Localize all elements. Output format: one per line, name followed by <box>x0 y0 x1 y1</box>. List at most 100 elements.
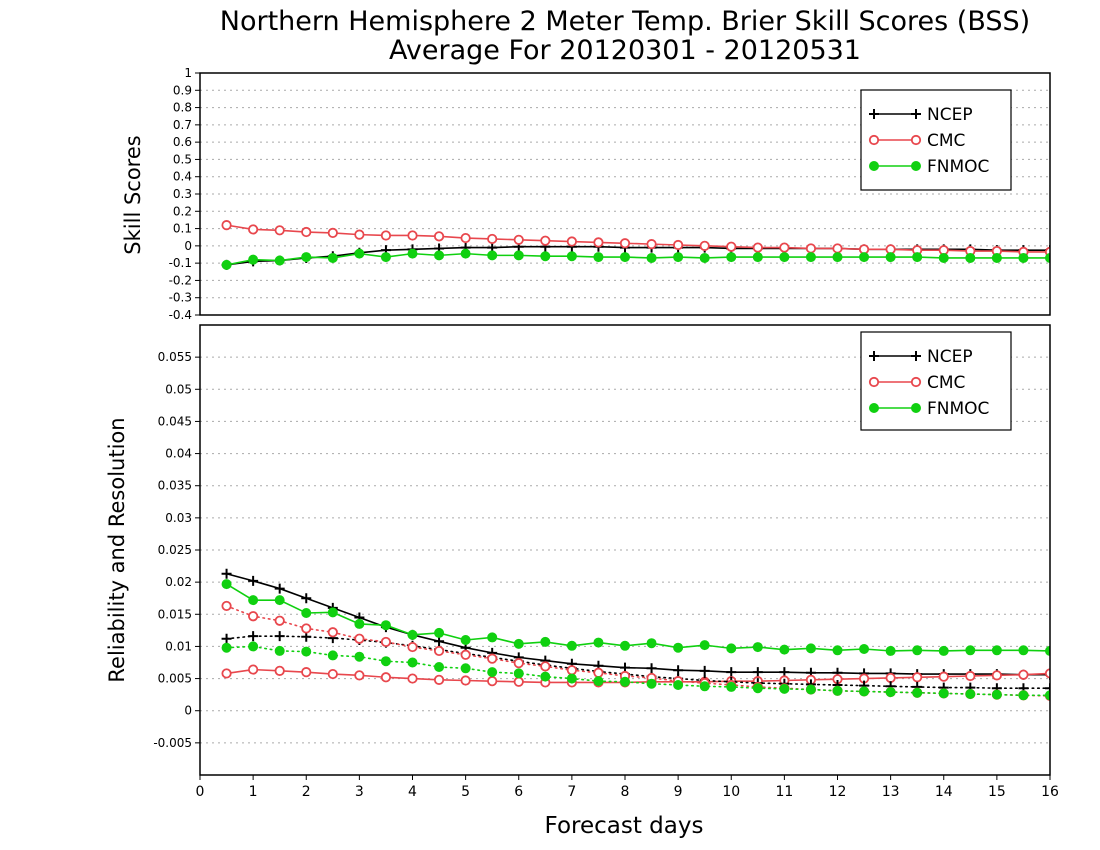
point-cmc-dotted-12 <box>540 661 551 672</box>
point-fnmoc-solid-6 <box>380 252 391 263</box>
point-cmc-solid-16 <box>646 239 657 250</box>
point-fnmoc-solid-22 <box>805 252 816 263</box>
point-fnmoc-dotted-5 <box>354 651 365 662</box>
point-fnmoc-solid-14 <box>593 252 604 263</box>
point-cmc-solid-7 <box>407 230 418 241</box>
point-ncep-solid-3 <box>301 593 312 604</box>
point-fnmoc-solid-16 <box>646 638 657 649</box>
forecast-day-x-ticks: 0 1 2 3 4 5 6 7 8 9 10 11 12 13 14 15 16 <box>196 775 1059 800</box>
point-cmc-solid-1 <box>248 664 259 675</box>
point-fnmoc-dotted-23 <box>832 685 843 696</box>
point-fnmoc-solid-21 <box>779 252 790 263</box>
point-fnmoc-solid-24 <box>859 644 870 654</box>
x-tick-label: 9 <box>674 784 683 800</box>
chart-title: Northern Hemisphere 2 Meter Temp. Brier … <box>220 6 1030 37</box>
point-cmc-solid-2 <box>274 225 285 236</box>
point-fnmoc-dotted-25 <box>885 687 896 698</box>
legend-label-fnmoc: FNMOC <box>927 399 989 419</box>
point-fnmoc-solid-9 <box>460 635 471 645</box>
series-cmc-solid <box>221 220 1050 258</box>
point-cmc-solid-21 <box>779 242 790 253</box>
point-fnmoc-dotted-18 <box>699 681 710 692</box>
x-tick-label: 4 <box>408 784 417 800</box>
legend-marker-cmc-end <box>910 134 922 146</box>
legend-marker-cmc-end <box>910 376 922 388</box>
point-cmc-dotted-14 <box>593 667 604 678</box>
point-fnmoc-dotted-14 <box>593 676 604 687</box>
legend-marker-ncep-start <box>869 109 879 119</box>
reliability-series <box>221 568 1050 702</box>
point-fnmoc-solid-7 <box>407 629 418 640</box>
y-tick-label: 0.055 <box>158 350 192 364</box>
point-fnmoc-dotted-21 <box>779 683 790 694</box>
point-fnmoc-solid-8 <box>434 627 445 638</box>
point-fnmoc-dotted-17 <box>673 680 684 690</box>
point-fnmoc-solid-17 <box>673 642 684 653</box>
point-cmc-solid-30 <box>1018 669 1029 680</box>
y-tick-label: 0.6 <box>173 135 192 149</box>
point-fnmoc-dotted-16 <box>646 678 657 689</box>
point-cmc-dotted-6 <box>380 636 392 648</box>
legend-label-ncep: NCEP <box>927 347 973 367</box>
point-fnmoc-solid-29 <box>991 645 1002 656</box>
y-tick-label: 0.01 <box>165 639 192 653</box>
reliability-y-axis-label: Reliability and Resolution <box>105 417 129 682</box>
point-fnmoc-solid-13 <box>566 640 577 651</box>
x-tick-label: 1 <box>249 784 258 800</box>
point-cmc-dotted-1 <box>248 611 259 622</box>
point-fnmoc-dotted-29 <box>991 689 1002 700</box>
point-ncep-solid-1 <box>248 575 259 586</box>
point-cmc-solid-8 <box>433 231 445 242</box>
y-tick-label: -0.2 <box>169 273 192 287</box>
point-fnmoc-dotted-3 <box>301 646 312 657</box>
point-fnmoc-solid-23 <box>832 252 843 263</box>
point-cmc-solid-18 <box>699 240 710 251</box>
point-fnmoc-solid-25 <box>885 645 896 656</box>
point-cmc-dotted-5 <box>354 633 365 644</box>
point-ncep-solid-8 <box>434 636 445 647</box>
x-tick-label: 15 <box>988 784 1006 800</box>
point-fnmoc-solid-12 <box>540 636 551 647</box>
point-fnmoc-solid-3 <box>301 608 312 618</box>
y-tick-label: 0 <box>184 704 192 718</box>
y-tick-label: 0.03 <box>165 511 192 525</box>
point-fnmoc-solid-31 <box>1045 645 1050 656</box>
point-fnmoc-solid-5 <box>354 248 365 259</box>
y-tick-label: -0.005 <box>153 736 192 750</box>
legend-marker-ncep-start <box>869 351 879 361</box>
point-fnmoc-solid-1 <box>248 595 259 606</box>
point-cmc-solid-14 <box>593 237 604 248</box>
y-tick-label: 0.025 <box>158 543 192 557</box>
point-fnmoc-dotted-2 <box>274 645 285 656</box>
point-cmc-solid-2 <box>274 665 285 676</box>
point-cmc-solid-15 <box>619 238 631 249</box>
point-cmc-solid-26 <box>912 672 923 683</box>
y-tick-label: 0.4 <box>173 170 192 184</box>
point-fnmoc-solid-18 <box>699 640 710 651</box>
y-tick-label: 0.8 <box>173 101 192 115</box>
point-cmc-dotted-13 <box>566 665 577 676</box>
point-fnmoc-solid-20 <box>752 642 763 653</box>
y-tick-label: 0.04 <box>165 447 192 461</box>
point-cmc-solid-11 <box>513 676 524 687</box>
point-cmc-dotted-11 <box>513 658 524 669</box>
point-ncep-dotted-0 <box>221 633 232 644</box>
point-fnmoc-solid-4 <box>327 252 338 263</box>
x-axis-label: Forecast days <box>545 813 704 839</box>
point-cmc-solid-4 <box>327 227 338 238</box>
point-fnmoc-solid-9 <box>460 248 471 259</box>
legend-marker-ncep-end <box>911 351 921 361</box>
y-tick-label: 0.035 <box>158 479 192 493</box>
point-fnmoc-dotted-22 <box>805 684 816 695</box>
point-cmc-dotted-8 <box>433 645 445 657</box>
point-fnmoc-solid-28 <box>965 645 976 656</box>
point-fnmoc-solid-26 <box>912 645 923 656</box>
point-fnmoc-solid-11 <box>513 638 524 649</box>
point-fnmoc-solid-27 <box>938 252 949 263</box>
point-fnmoc-solid-15 <box>620 640 630 651</box>
point-cmc-solid-0 <box>221 668 232 679</box>
point-fnmoc-dotted-8 <box>434 662 445 672</box>
skill-score-y-axis-label: Skill Scores <box>121 135 145 254</box>
point-cmc-dotted-4 <box>327 627 338 638</box>
y-tick-label: 1 <box>184 66 192 80</box>
